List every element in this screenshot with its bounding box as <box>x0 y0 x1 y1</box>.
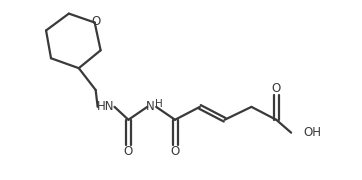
Text: O: O <box>171 145 180 158</box>
Text: OH: OH <box>303 126 321 139</box>
Text: H: H <box>155 99 163 109</box>
Text: O: O <box>272 82 281 94</box>
Text: HN: HN <box>97 100 114 113</box>
Text: N: N <box>146 100 155 113</box>
Text: O: O <box>91 15 100 28</box>
Text: O: O <box>124 145 133 158</box>
